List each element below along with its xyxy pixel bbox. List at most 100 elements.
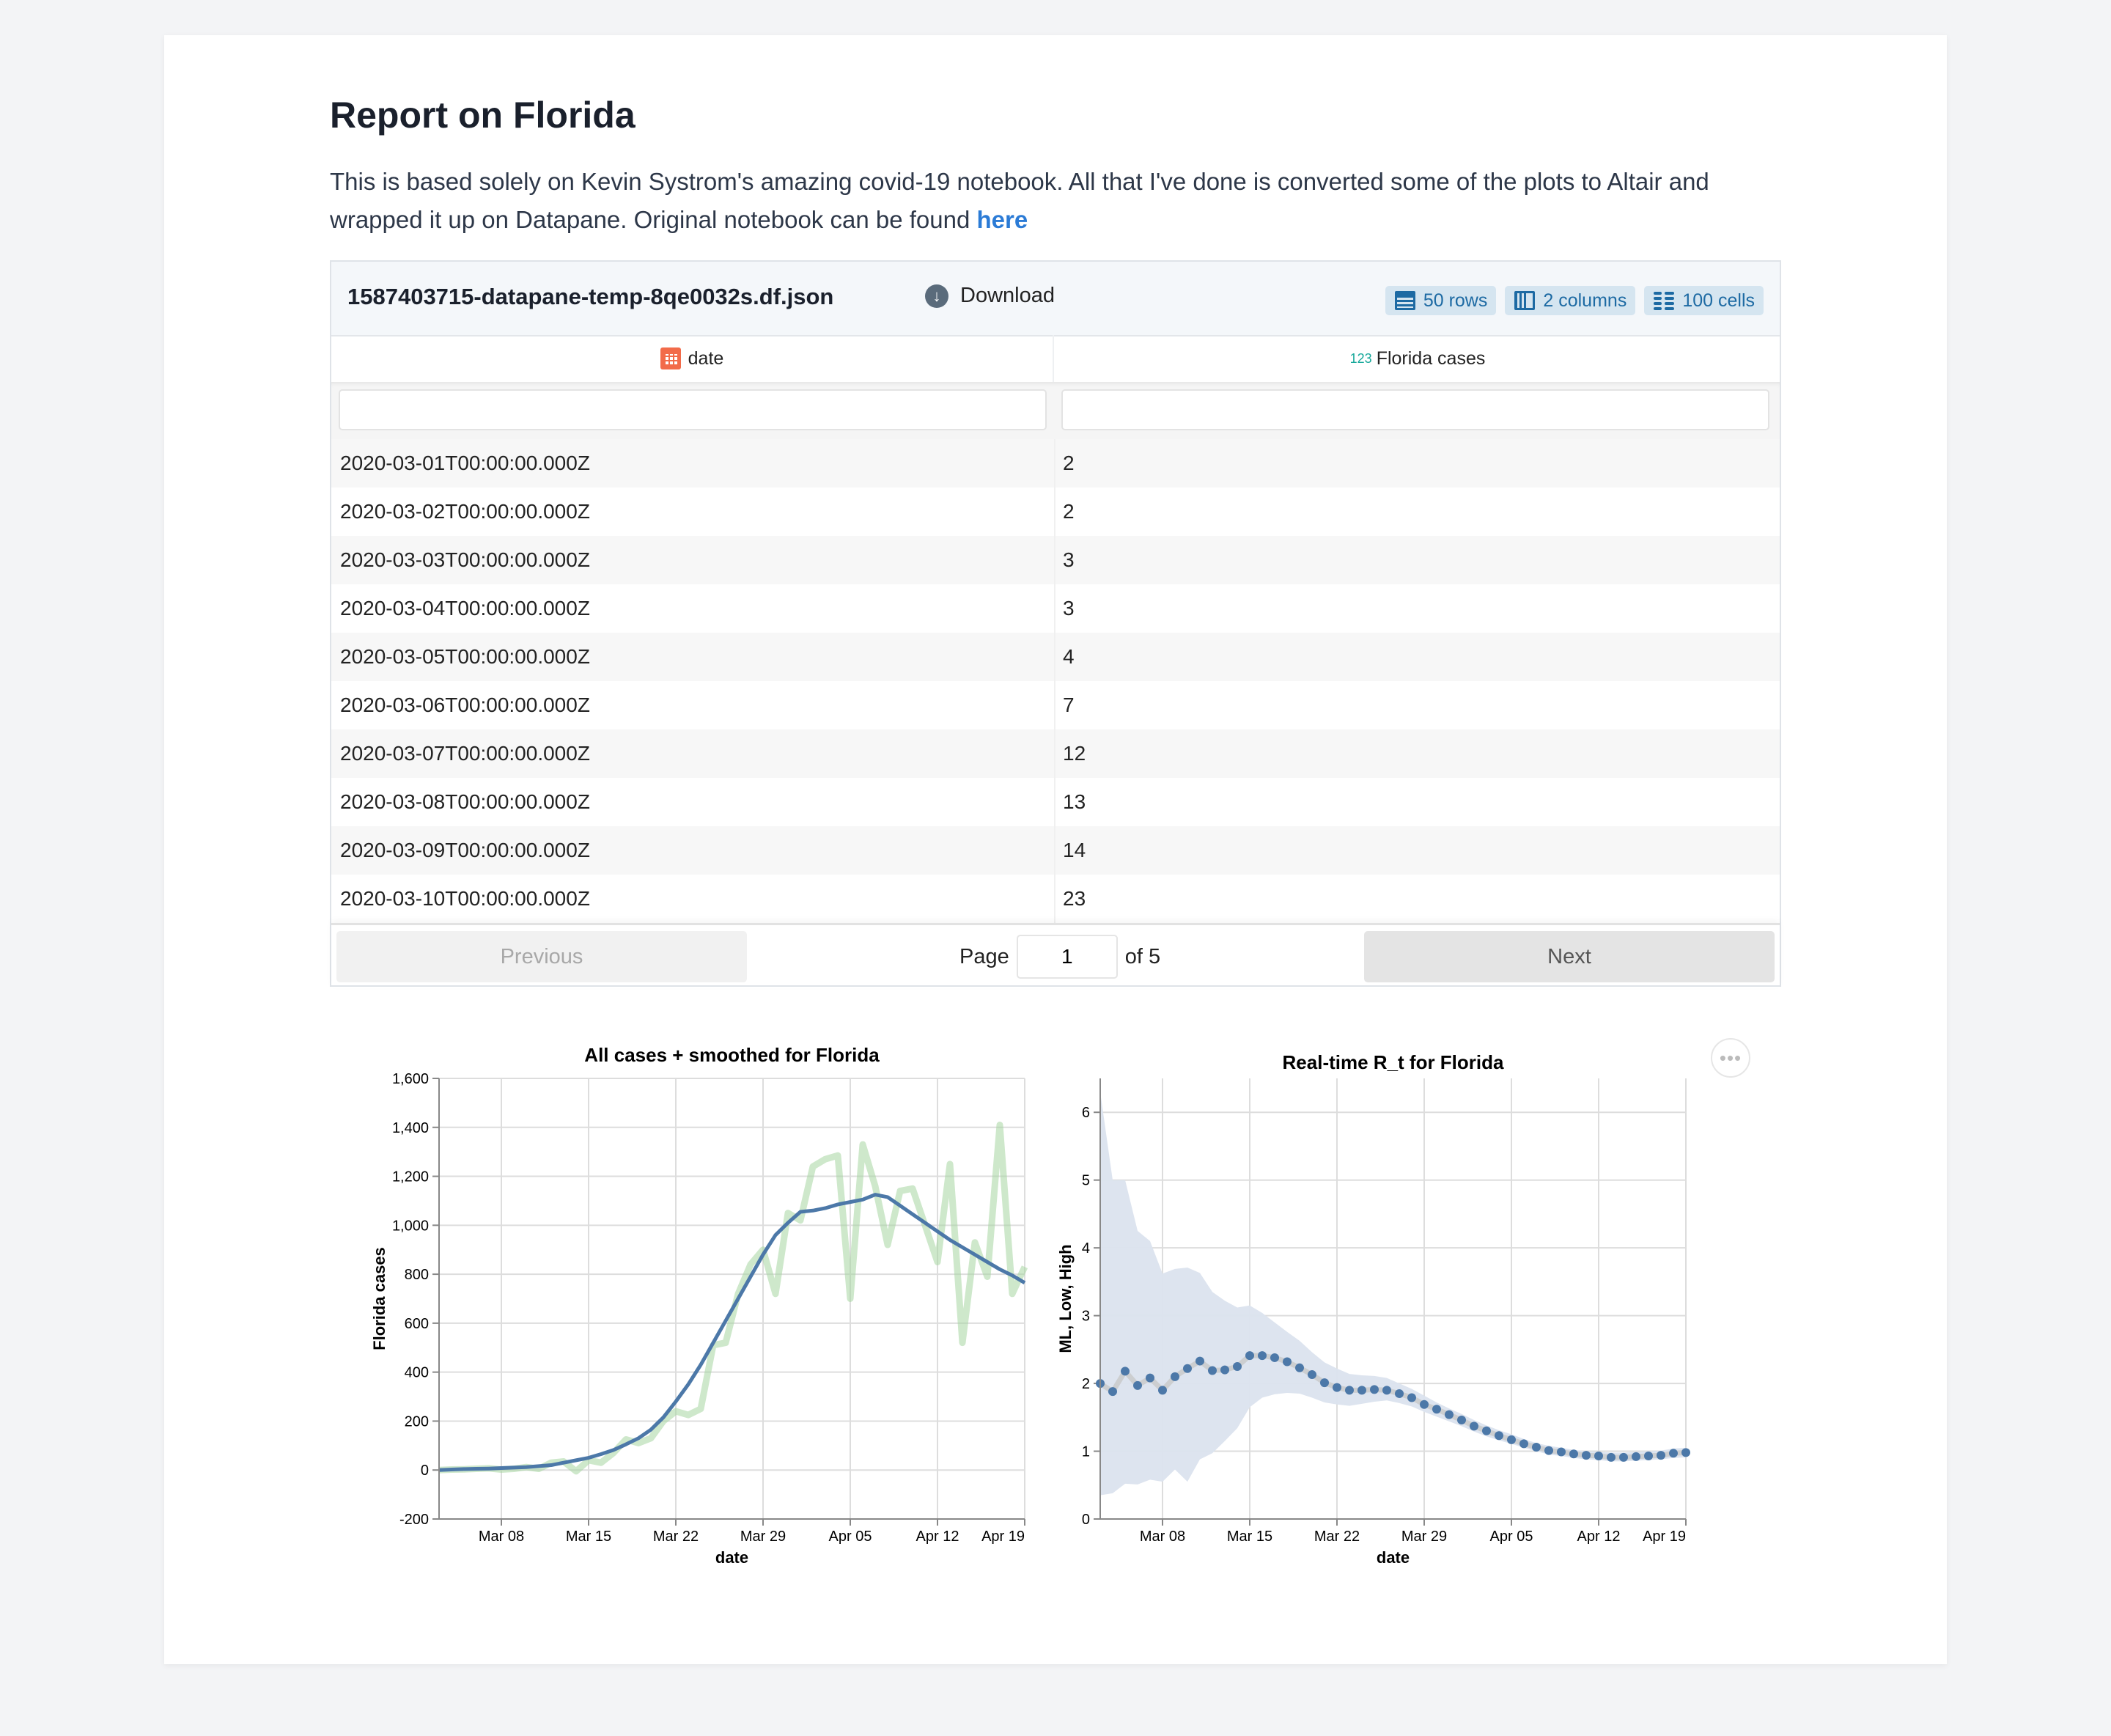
y-tick-label: 1,600 <box>392 1071 429 1087</box>
table-row: 2020-03-03T00:00:00.000Z 3 <box>331 536 1780 584</box>
date-filter-input[interactable] <box>339 389 1047 430</box>
table-row: 2020-03-01T00:00:00.000Z 2 <box>331 439 1780 488</box>
ml-point <box>1233 1361 1242 1371</box>
description-text: This is based solely on Kevin Systrom's … <box>330 168 1709 233</box>
filter-row <box>331 382 1780 439</box>
page-number-input[interactable] <box>1016 935 1118 979</box>
ml-point <box>1183 1364 1192 1373</box>
ml-point <box>1357 1386 1366 1395</box>
table-row: 2020-03-10T00:00:00.000Z 23 <box>331 875 1780 923</box>
ml-point <box>1445 1410 1454 1419</box>
confidence-band <box>1100 1092 1686 1496</box>
x-tick-label: Mar 22 <box>653 1529 699 1545</box>
ml-point <box>1395 1389 1404 1398</box>
ml-point <box>1657 1451 1665 1460</box>
ml-point <box>1270 1353 1279 1362</box>
ml-point <box>1133 1380 1142 1390</box>
series-smoothed-line <box>438 1193 1026 1472</box>
ml-point <box>1532 1442 1541 1452</box>
series-cases-line <box>438 1121 1028 1475</box>
cases-cell: 12 <box>1063 742 1086 765</box>
rows-badge: 50 rows <box>1385 286 1497 315</box>
date-cell: 2020-03-06T00:00:00.000Z <box>340 694 590 716</box>
column-header-date[interactable]: date <box>331 335 1054 382</box>
ml-point <box>1171 1372 1179 1381</box>
y-axis-title: ML, Low, High <box>1056 1244 1075 1353</box>
notebook-link[interactable]: here <box>976 206 1028 233</box>
x-tick-label: Mar 29 <box>1401 1529 1447 1545</box>
ml-point <box>1482 1426 1491 1435</box>
cases-cell: 4 <box>1063 645 1075 668</box>
date-cell: 2020-03-04T00:00:00.000Z <box>340 597 590 619</box>
y-tick-label: 200 <box>405 1413 429 1430</box>
ml-point <box>1569 1449 1578 1459</box>
previous-button[interactable]: Previous <box>336 931 747 982</box>
y-tick-label: 1,000 <box>392 1218 429 1234</box>
x-tick-label: Apr 05 <box>829 1529 872 1545</box>
ml-point <box>1382 1386 1391 1395</box>
cases-cell: 14 <box>1063 839 1086 861</box>
y-tick-label: 1,400 <box>392 1120 429 1136</box>
ml-point <box>1245 1351 1254 1361</box>
y-axis-title: Florida cases <box>370 1247 388 1350</box>
calendar-icon <box>660 347 681 369</box>
page-title: Report on Florida <box>330 95 635 136</box>
columns-count: 2 columns <box>1543 290 1627 311</box>
y-tick-label: 1,200 <box>392 1169 429 1185</box>
columns-icon <box>1514 290 1536 311</box>
date-cell: 2020-03-02T00:00:00.000Z <box>340 500 590 523</box>
ml-point <box>1196 1356 1204 1366</box>
date-cell: 2020-03-07T00:00:00.000Z <box>340 742 590 765</box>
date-cell: 2020-03-09T00:00:00.000Z <box>340 839 590 861</box>
x-axis-title: date <box>715 1548 748 1567</box>
ml-point <box>1158 1386 1167 1395</box>
ml-point <box>1470 1421 1478 1431</box>
ml-point <box>1619 1452 1628 1462</box>
table-row: 2020-03-02T00:00:00.000Z 2 <box>331 488 1780 536</box>
next-button[interactable]: Next <box>1364 931 1775 982</box>
x-tick-label: Mar 15 <box>566 1529 611 1545</box>
ml-point <box>1507 1435 1516 1444</box>
ml-point <box>1320 1378 1329 1388</box>
cases-cell: 7 <box>1063 694 1075 716</box>
x-axis-title: date <box>1377 1548 1410 1567</box>
cases-filter-input[interactable] <box>1061 389 1769 430</box>
y-tick-label: 400 <box>405 1365 429 1381</box>
ml-point <box>1345 1386 1354 1395</box>
chart-2: 0 1 2 3 4 5 6 Mar 08 Mar 15 Mar 22 Mar 29 Apr 05 Apr… <box>1056 1051 1690 1567</box>
x-tick-label: Apr 19 <box>981 1529 1025 1545</box>
chart-actions-more-button[interactable]: ••• <box>1711 1038 1750 1078</box>
date-cell: 2020-03-08T00:00:00.000Z <box>340 790 590 813</box>
y-tick-label: 600 <box>405 1316 429 1332</box>
table-row: 2020-03-08T00:00:00.000Z 13 <box>331 778 1780 826</box>
download-icon: ↓ <box>925 284 948 308</box>
ml-point <box>1208 1366 1217 1375</box>
column-header-florida-cases[interactable]: 123 Florida cases <box>1054 335 1781 382</box>
rows-icon <box>1394 290 1416 311</box>
report-description: This is based solely on Kevin Systrom's … <box>330 163 1781 239</box>
ml-point <box>1370 1385 1379 1394</box>
columns-badge: 2 columns <box>1505 286 1636 315</box>
ml-point <box>1108 1387 1117 1397</box>
download-button[interactable]: ↓ Download <box>925 284 1055 308</box>
cells-badge: 100 cells <box>1644 286 1764 315</box>
x-tick-label: Mar 29 <box>740 1529 786 1545</box>
table-row: 2020-03-06T00:00:00.000Z 7 <box>331 681 1780 729</box>
x-tick-label: Mar 22 <box>1314 1529 1360 1545</box>
ml-point <box>1519 1439 1528 1449</box>
ml-point <box>1457 1416 1466 1425</box>
cells-count: 100 cells <box>1682 290 1755 311</box>
table-row: 2020-03-09T00:00:00.000Z 14 <box>331 826 1780 875</box>
ml-point <box>1258 1351 1267 1361</box>
x-tick-label: Mar 08 <box>479 1529 524 1545</box>
page-total: of 5 <box>1124 944 1161 968</box>
cases-cell: 2 <box>1063 500 1075 523</box>
page-info: Page of 5 <box>959 934 1160 979</box>
y-tick-label: 4 <box>1082 1240 1090 1257</box>
rows-count: 50 rows <box>1423 290 1488 311</box>
y-tick-label: 5 <box>1082 1173 1090 1189</box>
table-toolbar: 1587403715-datapane-temp-8qe0032s.df.jso… <box>331 262 1780 336</box>
y-tick-label: 3 <box>1082 1309 1090 1325</box>
column-label: date <box>688 347 724 369</box>
y-tick-label: 0 <box>421 1463 429 1479</box>
